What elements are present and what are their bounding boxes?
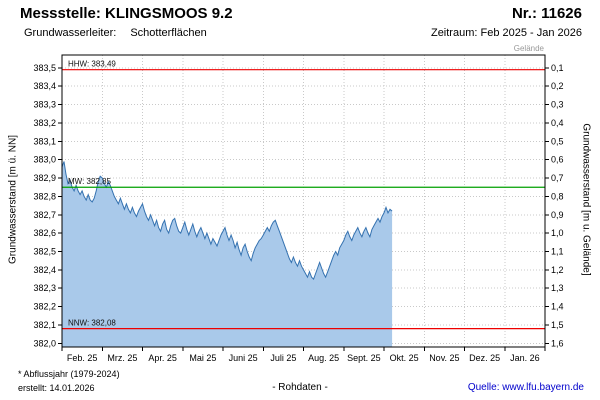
y-tick-label-right: 1,3 bbox=[551, 283, 564, 293]
y-tick-label-right: 1,2 bbox=[551, 265, 564, 275]
x-tick-label: Jan. 26 bbox=[510, 353, 540, 363]
rohdaten-label: - Rohdaten - bbox=[272, 382, 328, 393]
x-tick-label: Mrz. 25 bbox=[107, 353, 137, 363]
y-tick-label-right: 0,3 bbox=[551, 100, 564, 110]
gelaende-label: Gelände bbox=[513, 44, 544, 53]
y-tick-label-right: 1,5 bbox=[551, 320, 564, 330]
aquifer: Grundwasserleiter: Schotterflächen bbox=[24, 27, 207, 39]
y-tick-label-left: 382,1 bbox=[33, 320, 56, 330]
y-tick-label-right: 0,1 bbox=[551, 63, 564, 73]
y-tick-label-left: 382,0 bbox=[33, 338, 56, 348]
x-tick-label: Feb. 25 bbox=[67, 353, 98, 363]
y-tick-label-right: 0,6 bbox=[551, 155, 564, 165]
x-tick-label: Juli 25 bbox=[270, 353, 296, 363]
left-axis-title: Grundwasserstand [m ü. NN] bbox=[7, 135, 19, 264]
x-tick-label: Apr. 25 bbox=[148, 353, 177, 363]
hhw-label: HHW: 383,49 bbox=[68, 60, 116, 69]
y-tick-label-right: 1,0 bbox=[551, 228, 564, 238]
aquifer-value: Schotterflächen bbox=[130, 27, 207, 39]
groundwater-area bbox=[62, 161, 393, 347]
x-tick-label: Dez. 25 bbox=[469, 353, 500, 363]
nnw-label: NNW: 382,08 bbox=[68, 319, 116, 328]
right-axis-title: Grundwasserstand [m u. Gelände] bbox=[580, 123, 592, 276]
x-tick-label: Aug. 25 bbox=[308, 353, 339, 363]
y-tick-label-left: 382,5 bbox=[33, 247, 56, 257]
y-tick-label-right: 0,7 bbox=[551, 173, 564, 183]
x-tick-label: Sept. 25 bbox=[347, 353, 381, 363]
header-row: Messstelle: KLINGSMOOS 9.2 Nr.: 11626 bbox=[20, 5, 582, 22]
x-tick-label: Juni 25 bbox=[229, 353, 258, 363]
x-tick-label: Nov. 25 bbox=[429, 353, 459, 363]
groundwater-line bbox=[61, 161, 393, 280]
abflussjahr-footnote: * Abflussjahr (1979-2024) bbox=[18, 369, 120, 379]
subheader-row: Grundwasserleiter: Schotterflächen Zeitra… bbox=[24, 27, 582, 39]
x-tick-label: Mai 25 bbox=[189, 353, 216, 363]
created-date: erstellt: 14.01.2026 bbox=[18, 383, 95, 393]
source-link[interactable]: www.lfu.bayern.de bbox=[502, 382, 584, 393]
y-tick-label-left: 382,4 bbox=[33, 265, 56, 275]
y-tick-label-right: 1,1 bbox=[551, 247, 564, 257]
mw-label: MW: 382,85 bbox=[68, 177, 112, 186]
station-title: Messstelle: KLINGSMOOS 9.2 bbox=[20, 5, 233, 22]
y-tick-label-left: 382,9 bbox=[33, 173, 56, 183]
y-tick-label-left: 383,4 bbox=[33, 81, 56, 91]
y-tick-label-left: 382,3 bbox=[33, 283, 56, 293]
y-tick-label-left: 383,0 bbox=[33, 155, 56, 165]
y-tick-label-left: 382,6 bbox=[33, 228, 56, 238]
y-tick-label-right: 0,4 bbox=[551, 118, 564, 128]
y-tick-label-left: 383,5 bbox=[33, 63, 56, 73]
y-tick-label-left: 383,1 bbox=[33, 136, 56, 146]
aquifer-label: Grundwasserleiter: bbox=[24, 27, 117, 39]
y-tick-label-right: 1,4 bbox=[551, 302, 564, 312]
y-tick-label-left: 382,8 bbox=[33, 191, 56, 201]
axis-ticks bbox=[58, 67, 549, 351]
y-tick-label-right: 0,2 bbox=[551, 81, 564, 91]
y-tick-label-left: 383,3 bbox=[33, 100, 56, 110]
y-tick-label-right: 0,5 bbox=[551, 136, 564, 146]
source: Quelle: www.lfu.bayern.de bbox=[468, 382, 584, 393]
y-tick-label-left: 382,7 bbox=[33, 210, 56, 220]
y-tick-label-right: 0,9 bbox=[551, 210, 564, 220]
y-tick-label-left: 383,2 bbox=[33, 118, 56, 128]
y-tick-label-right: 1,6 bbox=[551, 338, 564, 348]
x-tick-label: Okt. 25 bbox=[390, 353, 419, 363]
source-label: Quelle: bbox=[467, 382, 500, 393]
station-number: Nr.: 11626 bbox=[511, 5, 582, 22]
y-tick-label-right: 0,8 bbox=[551, 191, 564, 201]
y-tick-label-left: 382,2 bbox=[33, 302, 56, 312]
period-label: Zeitraum: Feb 2025 - Jan 2026 bbox=[430, 27, 582, 39]
